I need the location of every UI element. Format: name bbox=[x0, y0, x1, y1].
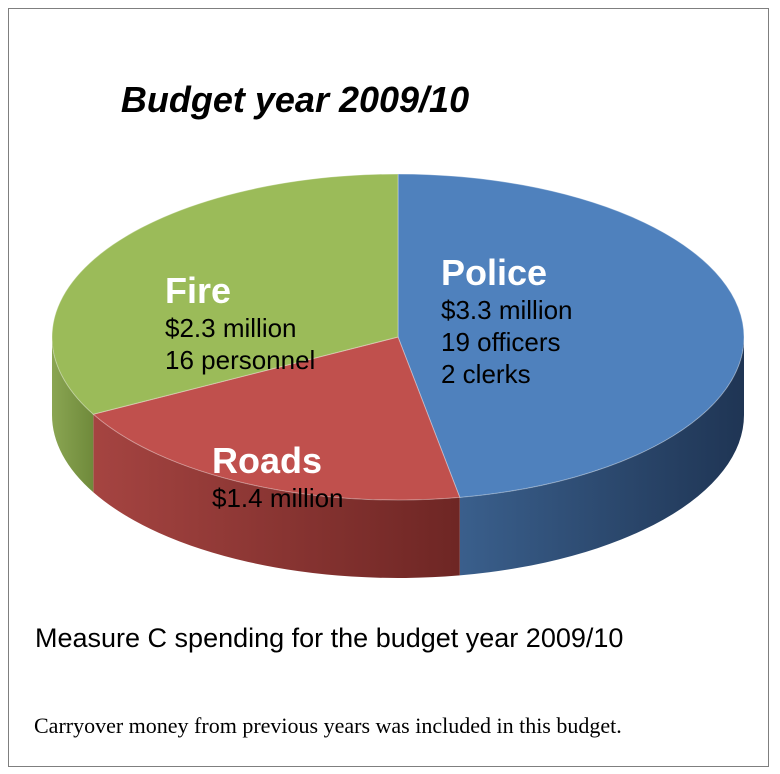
pie-side-roads bbox=[93, 414, 460, 578]
slice-label-roads: Roads bbox=[212, 440, 322, 481]
slice-detail-police-3: 2 clerks bbox=[441, 359, 531, 389]
slice-detail-fire-1: $2.3 million bbox=[165, 313, 297, 343]
pie-slice-roads bbox=[92, 336, 461, 501]
slice-detail-fire-2: 16 personnel bbox=[165, 345, 315, 375]
slice-detail-police-1: $3.3 million bbox=[441, 295, 573, 325]
pie-slice-police bbox=[397, 173, 745, 498]
pie-slice-fire bbox=[51, 173, 399, 415]
chart-title: Budget year 2009/10 bbox=[120, 79, 470, 120]
slice-label-fire: Fire bbox=[165, 270, 231, 311]
slice-detail-roads-1: $1.4 million bbox=[212, 483, 344, 513]
slice-label-police: Police bbox=[441, 252, 547, 293]
chart-caption: Measure C spending for the budget year 2… bbox=[35, 623, 624, 653]
budget-note: Carryover money from previous years was … bbox=[34, 713, 622, 738]
slice-detail-police-2: 19 officers bbox=[441, 327, 560, 357]
pie-side-police bbox=[459, 337, 744, 576]
pie-side-fire bbox=[52, 337, 94, 493]
